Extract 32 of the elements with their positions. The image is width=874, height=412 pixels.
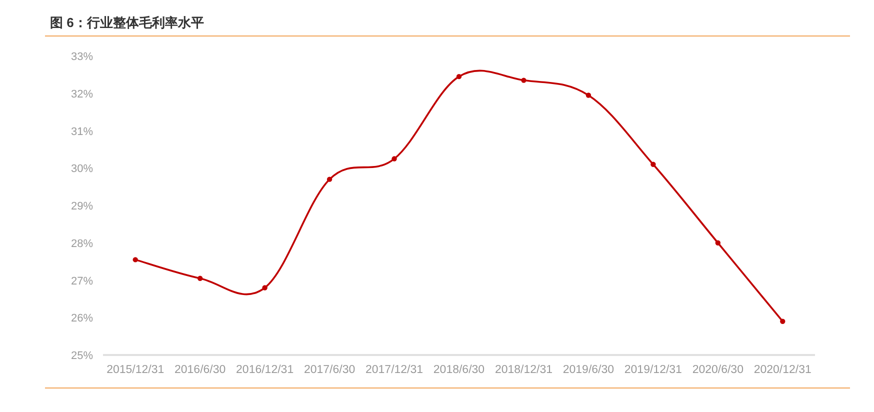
point (197, 276, 203, 281)
point (521, 78, 526, 83)
x-tick-label: 2016/12/31 (236, 364, 294, 376)
point (392, 156, 397, 162)
x-tick-label: 2017/6/30 (304, 364, 356, 376)
point (715, 240, 721, 246)
point (132, 257, 138, 262)
point (586, 92, 592, 98)
y-tick-label: 30% (70, 163, 94, 176)
y-tick-label: 31% (70, 126, 94, 138)
chart-title: 图 6：行业整体毛利率水平 (50, 15, 204, 30)
y-tick-label: 33% (70, 51, 94, 63)
point (262, 285, 268, 290)
y-tick-label: 27% (70, 275, 94, 288)
y-tick-label: 28% (70, 238, 94, 250)
x-tick-label: 2017/12/31 (365, 364, 424, 376)
x-tick-label: 2020/6/30 (692, 364, 744, 376)
y-tick-label: 32% (70, 88, 94, 100)
point (650, 162, 656, 167)
x-tick-label: 2016/6/30 (174, 364, 226, 376)
y-tick-label: 29% (70, 200, 94, 212)
y-tick-label: 25% (70, 350, 94, 362)
x-tick-label: 2020/12/31 (754, 364, 812, 376)
x-tick-label: 2019/12/31 (624, 364, 682, 376)
point (456, 74, 462, 80)
y-tick-label: 26% (70, 312, 94, 325)
x-tick-label: 2019/6/30 (562, 364, 614, 376)
point (326, 176, 332, 182)
point (780, 318, 786, 324)
x-tick-label: 2018/6/30 (433, 364, 485, 376)
x-tick-label: 2015/12/31 (106, 364, 164, 376)
x-tick-label: 2018/12/31 (494, 364, 553, 376)
